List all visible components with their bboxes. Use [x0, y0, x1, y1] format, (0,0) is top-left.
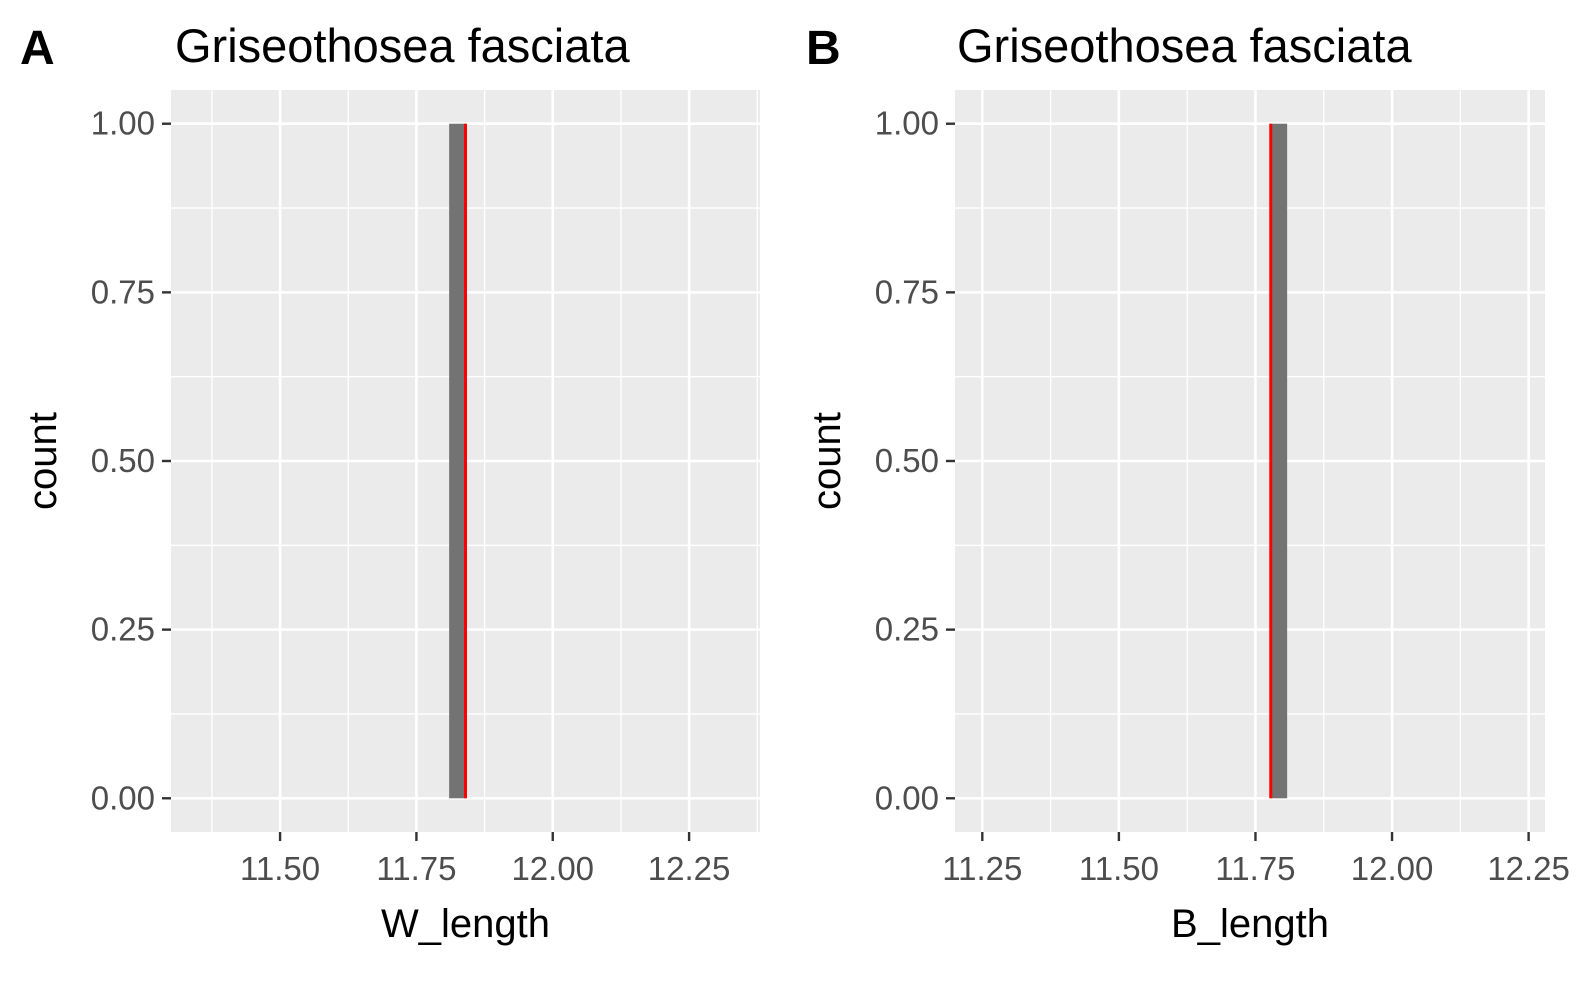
- chart-title: Griseothosea fasciata: [175, 19, 630, 72]
- y-axis-label: count: [805, 412, 849, 510]
- y-tick-label: 0.75: [91, 273, 155, 310]
- x-axis-label: B_length: [1171, 902, 1329, 946]
- histogram-bar: [1269, 123, 1288, 799]
- x-tick-label: 12.25: [648, 850, 731, 887]
- y-tick-label: 0.25: [91, 611, 155, 648]
- major-grid-y: [955, 122, 1545, 800]
- x-tick-label: 11.25: [942, 850, 1022, 887]
- y-tick-label: 1.00: [875, 105, 939, 142]
- y-tick-label: 1.00: [91, 105, 155, 142]
- panel-tag: B: [806, 22, 841, 75]
- x-tick-label: 12.00: [1351, 850, 1434, 887]
- panel-a: A Griseothosea fasciata 0.00 0.25 0.50 0.75…: [20, 19, 760, 946]
- chart-title: Griseothosea fasciata: [957, 19, 1412, 72]
- bars: [1269, 123, 1288, 799]
- x-tick-label: 11.75: [1215, 850, 1295, 887]
- x-axis-label: W_length: [381, 902, 550, 946]
- x-tick-label: 11.50: [240, 850, 320, 887]
- x-tick-label: 12.25: [1487, 850, 1570, 887]
- y-tick-label: 0.00: [875, 779, 939, 816]
- y-tick-label: 0.25: [875, 611, 939, 648]
- x-tick-label: 12.00: [511, 850, 594, 887]
- y-tick-label: 0.50: [91, 442, 155, 479]
- histogram-bar: [449, 123, 467, 799]
- y-tick-label: 0.75: [875, 273, 939, 310]
- y-axis-ticks: 0.00 0.25 0.50 0.75 1.00: [875, 105, 955, 816]
- y-axis-label: count: [21, 412, 65, 510]
- panel-tag: A: [20, 22, 55, 75]
- y-tick-label: 0.00: [91, 779, 155, 816]
- minor-grid-y: [955, 207, 1545, 715]
- y-axis-ticks: 0.00 0.25 0.50 0.75 1.00: [91, 105, 171, 816]
- panel-b: B Griseothosea fasciata 0.00 0.25 0.50 0.75…: [805, 19, 1570, 946]
- bars: [449, 123, 467, 799]
- x-axis-ticks: 11.50 11.75 12.00 12.25: [240, 832, 730, 887]
- y-tick-label: 0.50: [875, 442, 939, 479]
- x-tick-label: 11.50: [1079, 850, 1159, 887]
- x-axis-ticks: 11.25 11.50 11.75 12.00 12.25: [942, 832, 1570, 887]
- x-tick-label: 11.75: [376, 850, 456, 887]
